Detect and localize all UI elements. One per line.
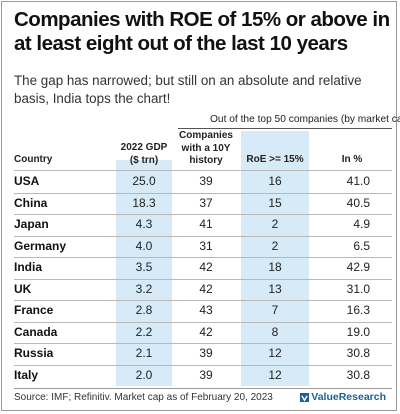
cell-roe: 18 — [268, 260, 282, 274]
cell-roe: 16 — [268, 174, 282, 188]
cell-history: 43 — [199, 303, 213, 317]
cell-country: Canada — [14, 324, 58, 339]
cell-gdp: 2.0 — [135, 367, 153, 382]
group-header-rule — [178, 128, 392, 129]
source-note: Source: IMF; Refinitiv. Market cap as of… — [14, 392, 273, 403]
cell-gdp: 25.0 — [132, 174, 156, 188]
group-header: Out of the top 50 companies (by market c… — [210, 114, 400, 125]
row-divider — [14, 214, 392, 215]
cell-history: 42 — [199, 260, 213, 274]
cell-pct: 19.0 — [346, 324, 370, 339]
cell-gdp: 3.5 — [135, 260, 153, 274]
cell-roe: 12 — [268, 346, 282, 360]
col-header-history: Companies with a 10Y history — [179, 130, 233, 166]
value-research-icon — [300, 392, 310, 402]
cell-country: Italy — [14, 367, 39, 382]
cell-country: China — [14, 195, 48, 210]
brand-logo: ValueResearch — [300, 391, 386, 403]
cell-roe: 2 — [271, 238, 279, 253]
col-header-gdp: 2022 GDP ($ trn) — [120, 142, 168, 166]
col-header-country: Country — [14, 154, 53, 165]
cell-history: 37 — [199, 195, 213, 210]
cell-pct: 40.5 — [346, 195, 370, 210]
row-divider — [14, 257, 392, 258]
cell-pct: 4.9 — [353, 217, 370, 231]
chart-title: Companies with ROE of 15% or above in at… — [14, 8, 390, 55]
row-divider — [14, 300, 392, 301]
cell-pct: 41.0 — [346, 174, 370, 188]
cell-gdp: 2.2 — [135, 324, 153, 339]
row-divider — [14, 192, 392, 194]
cell-gdp: 3.2 — [135, 281, 153, 296]
cell-gdp: 4.3 — [135, 217, 153, 231]
row-divider — [14, 321, 392, 323]
cell-country: USA — [14, 174, 40, 188]
gdp-column-highlight — [116, 160, 172, 386]
cell-country: Japan — [14, 217, 49, 231]
cell-gdp: 4.0 — [135, 238, 153, 253]
col-header-roe: RoE >= 15% — [246, 154, 304, 165]
cell-gdp: 18.3 — [132, 195, 156, 210]
cell-country: India — [14, 260, 43, 274]
cell-history: 42 — [199, 281, 213, 296]
cell-country: UK — [14, 281, 32, 296]
cell-pct: 31.0 — [346, 281, 370, 296]
cell-country: Russia — [14, 346, 54, 360]
cell-pct: 30.8 — [346, 367, 370, 382]
cell-roe: 2 — [271, 217, 279, 231]
brand-name: ValueResearch — [311, 391, 386, 403]
row-divider — [14, 343, 392, 344]
cell-gdp: 2.1 — [135, 346, 153, 360]
cell-roe: 13 — [268, 281, 282, 296]
cell-roe: 8 — [271, 324, 279, 339]
cell-history: 39 — [199, 174, 213, 188]
row-divider — [14, 278, 392, 280]
footer-rule — [14, 388, 392, 389]
cell-history: 42 — [199, 324, 213, 339]
chart-subtitle: The gap has narrowed; but still on an ab… — [14, 73, 362, 106]
header-rule — [14, 170, 392, 171]
cell-history: 39 — [199, 367, 213, 382]
cell-roe: 12 — [268, 367, 282, 382]
cell-roe: 7 — [271, 303, 279, 317]
cell-country: Germany — [14, 238, 67, 253]
cell-history: 31 — [199, 238, 213, 253]
cell-history: 41 — [199, 217, 213, 231]
cell-history: 39 — [199, 346, 213, 360]
cell-roe: 15 — [268, 195, 282, 210]
row-divider — [14, 235, 392, 237]
row-divider — [14, 364, 392, 366]
cell-pct: 42.9 — [346, 260, 370, 274]
cell-pct: 6.5 — [353, 238, 370, 253]
cell-pct: 30.8 — [346, 346, 370, 360]
cell-country: France — [14, 303, 54, 317]
col-header-pct: In % — [341, 154, 363, 165]
cell-pct: 16.3 — [346, 303, 370, 317]
cell-gdp: 2.8 — [135, 303, 153, 317]
